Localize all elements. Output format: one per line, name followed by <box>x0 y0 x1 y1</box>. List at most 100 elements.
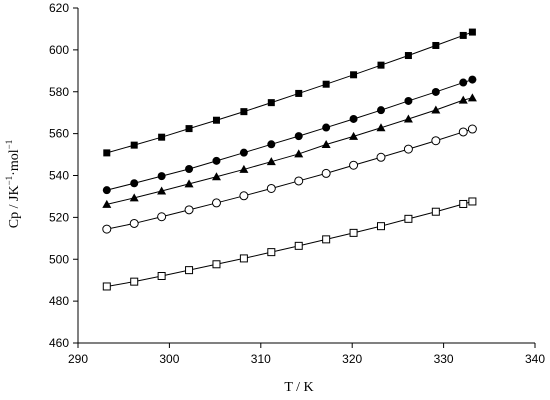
data-point-open-circle <box>102 224 112 234</box>
data-point-open-square <box>349 228 358 237</box>
y-tick-label: 520 <box>49 210 69 224</box>
data-point-filled-square <box>377 61 385 69</box>
data-point-open-square <box>239 254 248 263</box>
data-point-filled-triangle <box>403 114 413 123</box>
data-point-open-circle <box>239 191 249 201</box>
data-point-filled-square <box>295 89 303 97</box>
data-point-filled-square <box>468 28 476 36</box>
data-point-open-square <box>459 199 468 208</box>
data-point-filled-circle <box>239 148 248 157</box>
data-point-open-square <box>294 241 303 250</box>
data-point-filled-triangle <box>184 179 194 188</box>
data-point-filled-circle <box>431 87 440 96</box>
data-point-filled-square <box>212 116 220 124</box>
y-tick-label: 560 <box>49 127 69 141</box>
x-tick-label: 310 <box>251 352 271 366</box>
data-point-filled-triangle <box>157 186 167 195</box>
data-point-filled-triangle <box>294 149 304 158</box>
series-filled-circle <box>102 75 477 195</box>
data-point-open-circle <box>184 205 194 215</box>
x-tick-label: 330 <box>434 352 454 366</box>
data-point-filled-triangle <box>458 95 468 104</box>
data-point-open-circle <box>458 127 468 137</box>
data-point-open-circle <box>266 183 276 193</box>
data-point-open-square <box>431 207 440 216</box>
data-point-open-square <box>376 222 385 231</box>
data-point-open-circle <box>403 144 413 154</box>
data-point-filled-triangle <box>129 193 139 202</box>
data-point-open-circle <box>294 176 304 186</box>
data-point-filled-triangle <box>266 157 276 166</box>
data-point-filled-triangle <box>211 172 221 181</box>
y-tick-label: 480 <box>49 294 69 308</box>
y-axis-title: Cp / JK−1·mol−1 <box>4 140 22 228</box>
series-open-circle <box>102 124 477 234</box>
data-point-open-circle <box>321 168 331 178</box>
data-point-filled-square <box>185 125 193 133</box>
data-point-open-circle <box>211 198 221 208</box>
data-point-filled-square <box>267 99 275 107</box>
y-axis-title-sup-c: −1 <box>4 140 14 150</box>
x-tick-label: 320 <box>342 352 362 366</box>
data-point-filled-triangle <box>239 164 249 173</box>
data-point-filled-square <box>158 133 166 141</box>
data-point-open-circle <box>431 136 441 146</box>
data-point-open-square <box>404 214 413 223</box>
data-point-filled-circle <box>212 156 221 165</box>
data-point-filled-circle <box>157 172 166 181</box>
data-point-filled-triangle <box>467 93 477 102</box>
data-point-filled-triangle <box>349 131 359 140</box>
data-point-open-circle <box>349 160 359 170</box>
data-point-open-square <box>468 197 477 206</box>
y-tick-label: 580 <box>49 85 69 99</box>
data-series <box>102 28 477 291</box>
data-point-filled-triangle <box>102 199 112 208</box>
data-point-filled-triangle <box>321 140 331 149</box>
y-tick-label: 540 <box>49 169 69 183</box>
y-axis-title-part-c: ·mol <box>7 149 22 176</box>
series-filled-square <box>103 28 476 157</box>
data-point-filled-square <box>432 41 440 49</box>
series-filled-triangle <box>102 93 477 208</box>
x-tick-label: 290 <box>68 352 88 366</box>
data-point-filled-square <box>103 149 111 157</box>
data-point-filled-circle <box>322 123 331 132</box>
data-point-filled-square <box>322 80 330 88</box>
data-point-open-square <box>130 277 139 286</box>
data-point-filled-circle <box>102 186 111 195</box>
data-point-open-square <box>102 282 111 291</box>
y-tick-label: 460 <box>49 336 69 350</box>
y-axis-ticks: 460 480 500 520 540 560 580 600 620 <box>49 1 78 350</box>
y-axis-title-part-b: K <box>7 185 22 195</box>
axes <box>77 8 535 344</box>
x-axis-ticks: 290 300 310 320 330 340 <box>68 343 545 366</box>
data-point-filled-circle <box>404 96 413 105</box>
x-tick-label: 300 <box>159 352 179 366</box>
data-point-open-circle <box>157 212 167 222</box>
y-tick-label: 500 <box>49 252 69 266</box>
data-point-open-square <box>212 260 221 269</box>
data-point-open-square <box>322 235 331 244</box>
y-axis-title-part-a: Cp / J <box>7 195 22 228</box>
data-point-filled-circle <box>376 106 385 115</box>
data-point-filled-triangle <box>376 123 386 132</box>
data-point-open-square <box>185 266 194 275</box>
y-tick-label: 600 <box>49 43 69 57</box>
y-tick-label: 620 <box>49 1 69 15</box>
data-point-open-square <box>157 272 166 280</box>
data-point-open-square <box>267 248 276 257</box>
data-point-open-circle <box>129 218 139 228</box>
x-axis-title: T / K <box>284 380 313 395</box>
data-point-filled-square <box>350 71 358 79</box>
data-point-filled-circle <box>185 165 194 174</box>
data-point-filled-circle <box>130 179 139 188</box>
data-point-filled-triangle <box>431 105 441 114</box>
data-point-filled-circle <box>294 132 303 141</box>
data-point-filled-square <box>240 108 248 116</box>
data-point-filled-square <box>404 52 412 60</box>
data-point-open-circle <box>467 124 477 134</box>
data-point-filled-circle <box>459 78 468 87</box>
data-point-filled-square <box>130 141 138 149</box>
